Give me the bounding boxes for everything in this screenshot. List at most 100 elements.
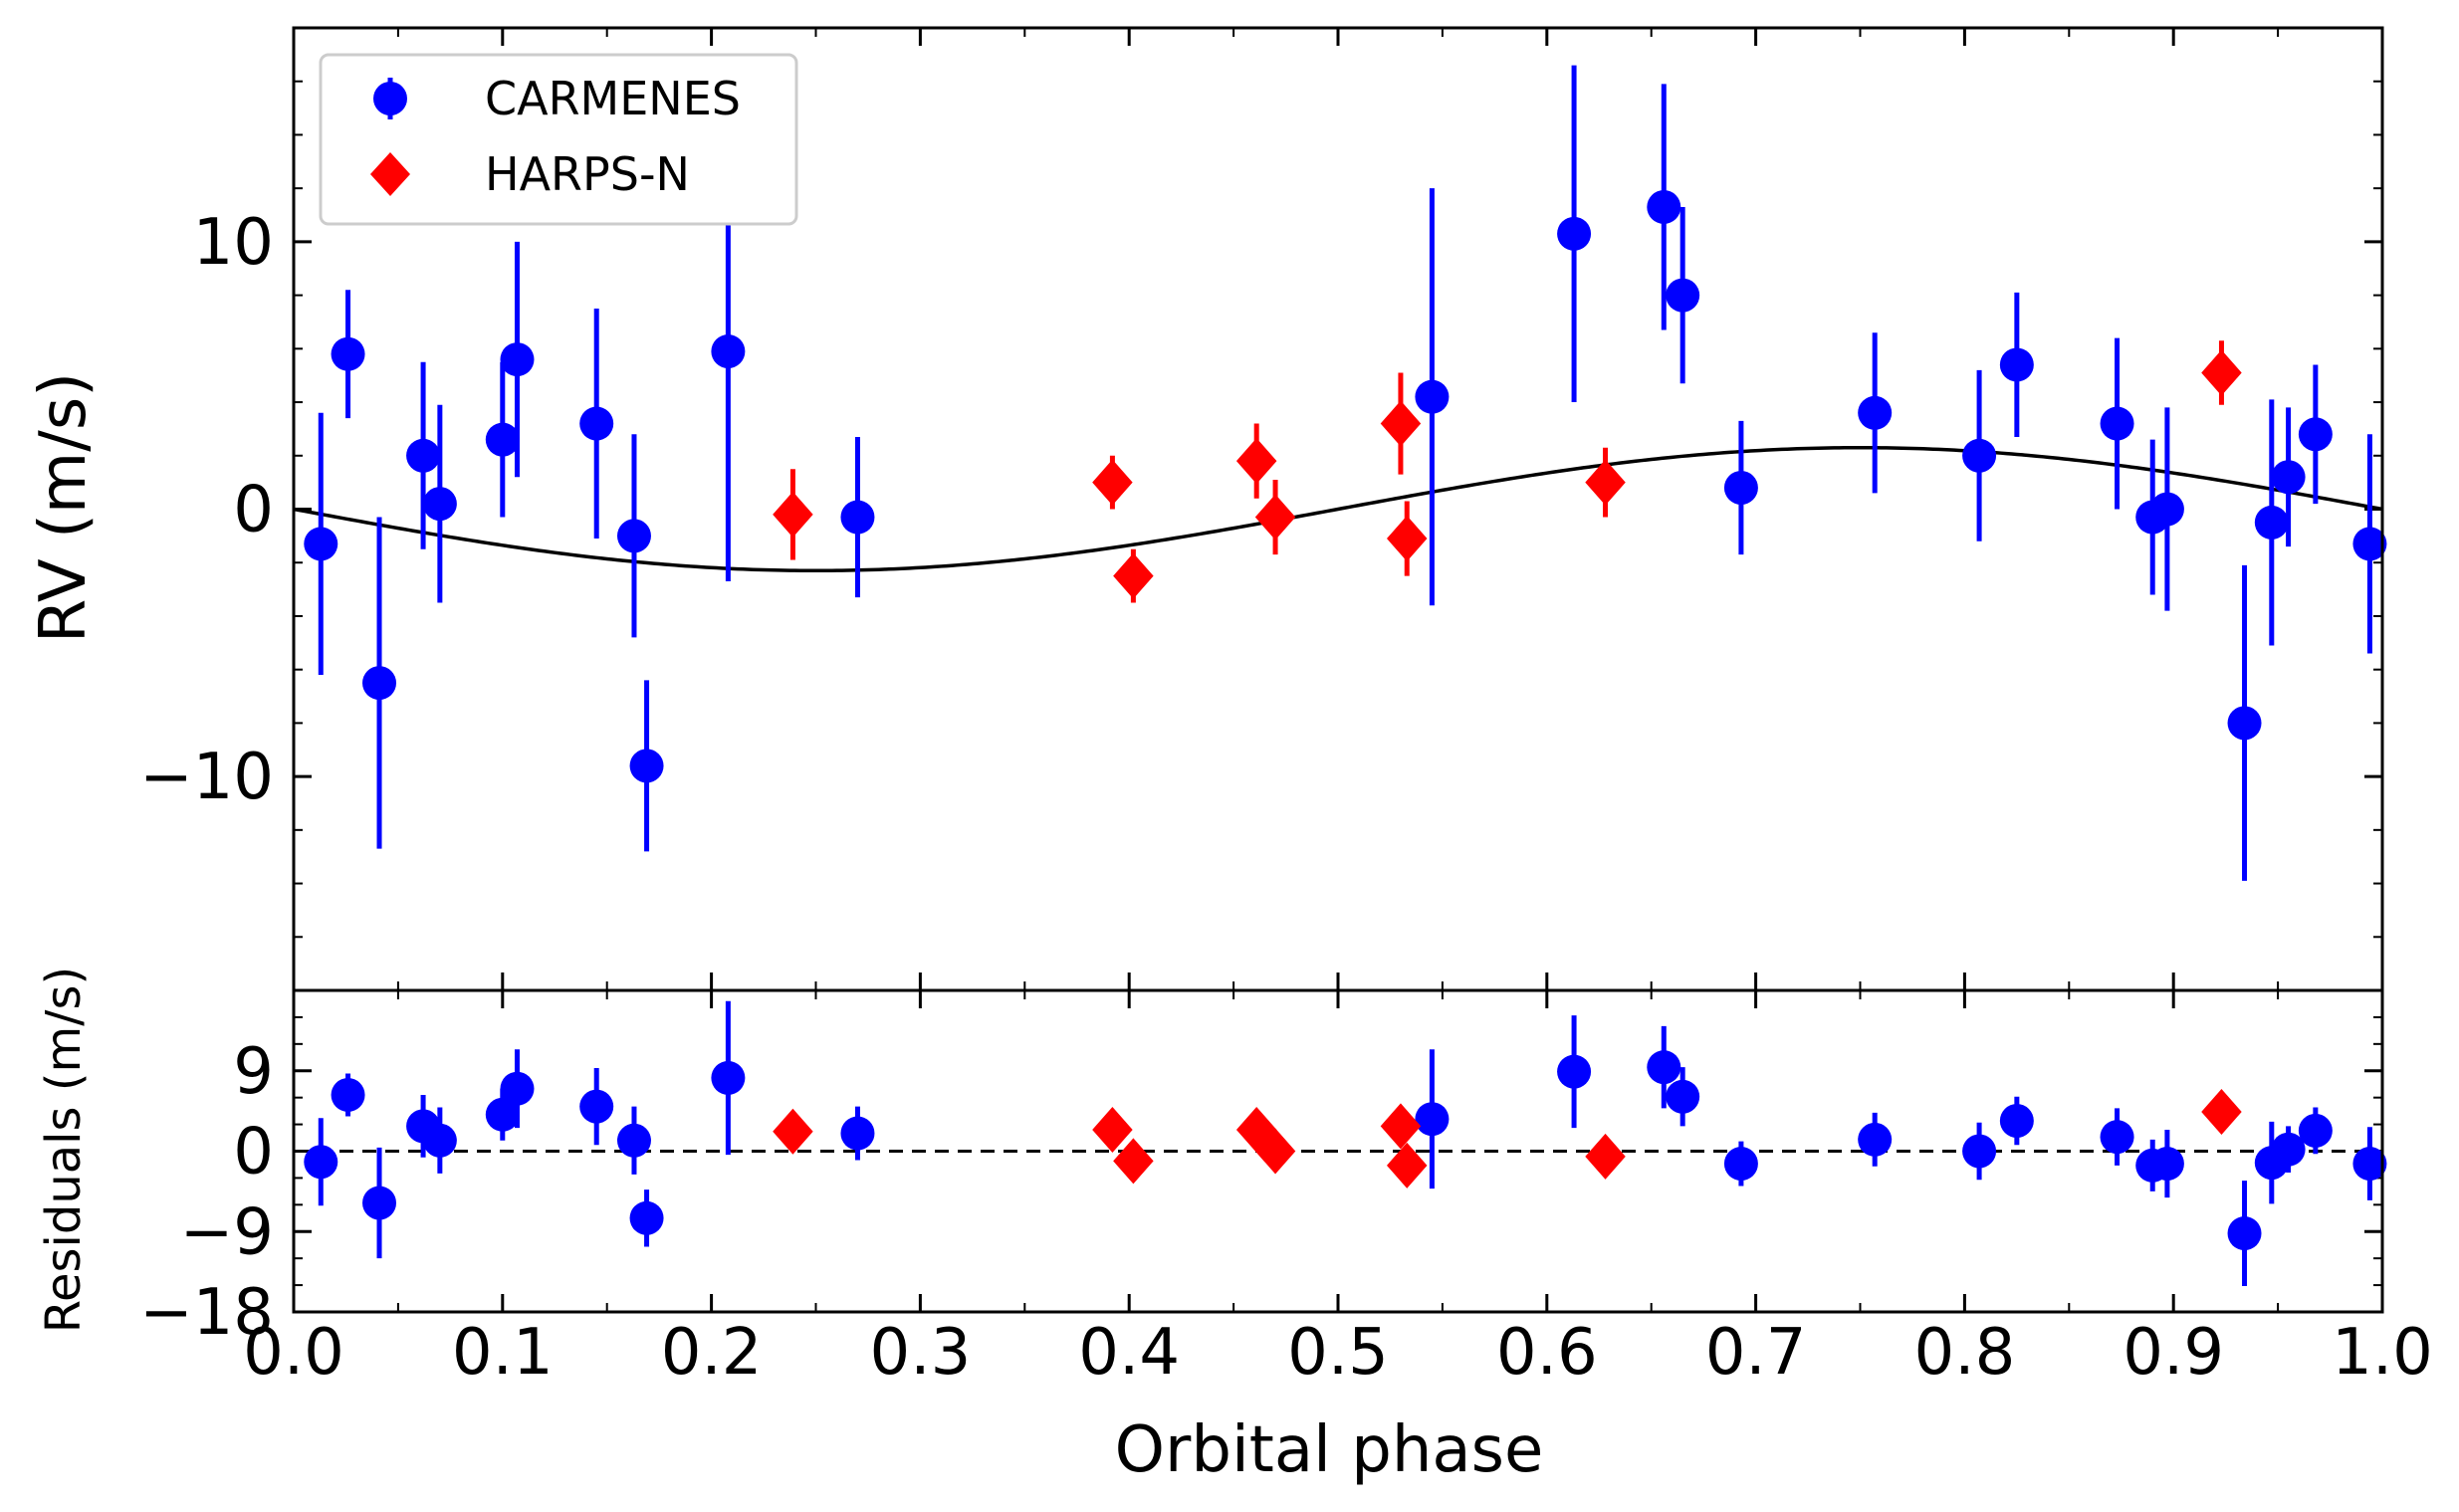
residual-point-carmenes: [579, 1089, 614, 1124]
rv-ytick-label: −10: [139, 741, 274, 814]
residual-point-carmenes: [304, 1145, 338, 1180]
rv-point-carmenes: [1415, 379, 1450, 414]
rv-ytick-label: 10: [193, 206, 274, 280]
legend-harpsn-marker: [370, 152, 410, 196]
residual-point-carmenes: [629, 1200, 664, 1235]
rv-point-carmenes: [422, 487, 457, 522]
residual-point-carmenes: [711, 1060, 746, 1095]
rv-point-carmenes: [2149, 492, 2184, 527]
rv-point-carmenes: [500, 342, 535, 377]
x-tick-label: 0.7: [1705, 1316, 1807, 1390]
rv-point-carmenes: [616, 519, 651, 553]
residuals-markers: [304, 1050, 2387, 1251]
x-tick-label: 0.0: [243, 1316, 344, 1390]
rv-point-harpsn: [1254, 494, 1296, 540]
rv-point-harpsn: [1113, 552, 1154, 599]
rv-point-carmenes: [1962, 438, 1997, 473]
rv-point-carmenes: [2227, 706, 2262, 741]
rv-point-carmenes: [485, 422, 520, 457]
residual-point-carmenes: [1647, 1050, 1681, 1085]
residual-point-harpsn: [773, 1108, 813, 1155]
x-tick-label: 1.0: [2332, 1316, 2433, 1390]
residual-point-carmenes: [2227, 1216, 2262, 1251]
legend-carmenes-marker: [373, 82, 407, 115]
rv-point-carmenes: [1999, 347, 2034, 382]
residual-point-carmenes: [331, 1077, 365, 1112]
model-curve-group: [293, 445, 2383, 573]
residual-point-carmenes: [840, 1116, 875, 1151]
x-axis-title: Orbital phase: [1115, 1413, 1544, 1487]
legend-item-harpsn: HARPS-N: [370, 147, 690, 201]
rv-point-carmenes: [331, 336, 365, 371]
residuals-ytick-label: −9: [180, 1195, 274, 1269]
rv-point-carmenes: [1557, 216, 1592, 251]
residual-point-carmenes: [1557, 1054, 1592, 1089]
residual-point-carmenes: [2352, 1147, 2387, 1182]
residuals-panel-frame: [292, 988, 2384, 1314]
x-tick-label: 0.6: [1496, 1316, 1598, 1390]
rv-point-harpsn: [2201, 349, 2242, 396]
residual-point-carmenes: [2149, 1147, 2184, 1182]
rv-point-carmenes: [1647, 189, 1681, 224]
residual-point-carmenes: [1666, 1079, 1700, 1114]
rv-point-carmenes: [1858, 395, 1893, 430]
x-tick-label: 0.2: [661, 1316, 763, 1390]
rv-point-harpsn: [1380, 400, 1422, 447]
residual-point-carmenes: [500, 1071, 535, 1106]
residuals-panel: −18−909: [139, 988, 2387, 1350]
rv-point-carmenes: [2352, 527, 2387, 561]
residual-point-harpsn: [1380, 1103, 1422, 1150]
rv-point-carmenes: [406, 438, 441, 473]
residual-point-carmenes: [2298, 1113, 2333, 1148]
rv-point-carmenes: [711, 334, 746, 369]
rv-point-harpsn: [1585, 459, 1626, 506]
residuals-axis-title: Residuals (m/s): [36, 967, 92, 1333]
x-tick-labels: 0.0 0.1 0.2 0.3 0.4 0.5 0.6 0.7 0.8 0.9 1.0: [243, 1316, 2433, 1390]
rv-point-carmenes: [840, 500, 875, 535]
x-tick-label: 0.8: [1914, 1316, 2016, 1390]
residual-point-carmenes: [1858, 1122, 1893, 1157]
rv-point-harpsn: [773, 491, 813, 538]
model-curve: [293, 445, 2383, 573]
rv-point-carmenes: [2254, 505, 2289, 540]
legend: CARMENES HARPS-N: [319, 53, 798, 226]
y-axis-title: RV (m/s): [27, 372, 101, 643]
residual-point-harpsn: [1113, 1138, 1154, 1185]
residual-point-carmenes: [1723, 1147, 1758, 1182]
residual-point-harpsn: [2201, 1089, 2242, 1136]
residual-point-carmenes: [422, 1123, 457, 1158]
residual-point-carmenes: [485, 1097, 520, 1132]
legend-frame: [319, 53, 798, 226]
rv-point-harpsn: [1386, 516, 1428, 562]
residual-point-carmenes: [1999, 1103, 2034, 1138]
residual-point-carmenes: [616, 1123, 651, 1158]
rv-point-carmenes: [2271, 460, 2306, 495]
x-tick-label: 0.1: [452, 1316, 554, 1390]
rv-ytick-label: 0: [233, 474, 274, 547]
x-tick-label: 0.5: [1287, 1316, 1389, 1390]
residuals-ytick-label: 0: [233, 1116, 274, 1189]
residuals-tick-labels: −18−909: [139, 1035, 274, 1350]
x-tick-label: 0.9: [2123, 1316, 2224, 1390]
residual-point-carmenes: [362, 1186, 397, 1220]
legend-item-carmenes: CARMENES: [373, 72, 741, 125]
rv-point-carmenes: [629, 749, 664, 783]
x-tick-label: 0.3: [870, 1316, 972, 1390]
residual-point-carmenes: [1962, 1134, 1997, 1169]
residual-point-harpsn: [1254, 1128, 1296, 1175]
rv-point-harpsn: [1092, 459, 1133, 506]
residual-point-carmenes: [2100, 1120, 2134, 1155]
rv-markers: [304, 189, 2387, 783]
residual-point-carmenes: [1415, 1102, 1450, 1137]
residuals-ytick-label: 9: [233, 1035, 274, 1109]
rv-point-carmenes: [2100, 406, 2134, 441]
rv-point-harpsn: [1235, 438, 1277, 485]
residual-point-harpsn: [1386, 1142, 1428, 1188]
x-tick-label: 0.4: [1078, 1316, 1180, 1390]
rv-point-carmenes: [2298, 417, 2333, 452]
rv-point-carmenes: [1723, 471, 1758, 506]
rv-point-carmenes: [1666, 278, 1700, 313]
rv-point-carmenes: [579, 406, 614, 441]
residual-point-carmenes: [2271, 1132, 2306, 1167]
